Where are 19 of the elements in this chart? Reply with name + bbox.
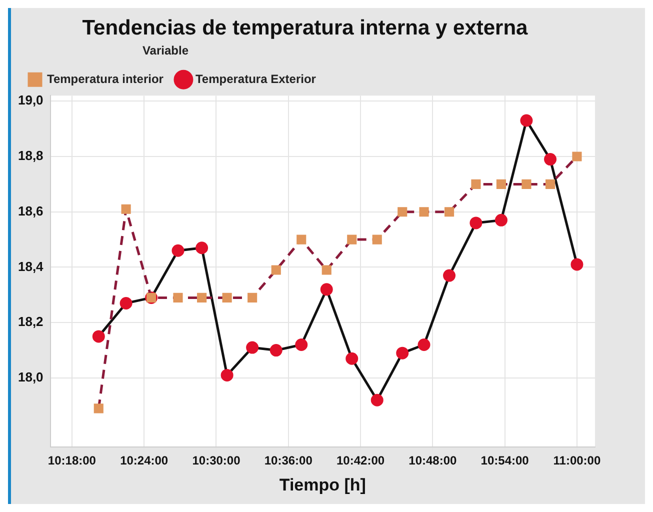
x-tick-label: 10:42:00 [336,454,385,468]
x-tick-label: 10:24:00 [120,454,168,468]
y-tick-label: 18,4 [18,258,44,274]
legend-label: Temperatura Exterior [195,72,316,86]
x-tick-label: 10:48:00 [408,454,458,468]
x-tick-label: 10:54:00 [480,454,530,468]
x-tick-label: 10:30:00 [192,454,241,468]
x-tick-label: 11:00:00 [553,454,601,468]
legend-label: Temperatura interior [47,72,164,86]
y-tick-label: 18,8 [18,148,44,164]
x-tick-label: 10:36:00 [264,454,313,468]
x-axis-title: Tiempo [h] [279,475,366,494]
y-tick-label: 18,0 [18,370,44,385]
chart-title: Tendencias de temperatura interna y externa [82,16,528,40]
y-tick-label: 18,2 [18,314,44,330]
y-tick-label: 19,0 [18,92,44,108]
x-tick-label: 10:18:00 [48,454,96,468]
y-tick-label: 18,6 [18,203,44,218]
legend-title: Variable [142,44,189,58]
